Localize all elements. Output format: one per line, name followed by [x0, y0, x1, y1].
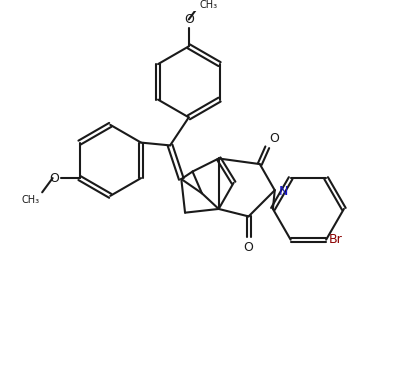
Text: CH₃: CH₃: [21, 195, 39, 205]
Text: O: O: [269, 132, 279, 146]
Text: O: O: [184, 13, 194, 26]
Text: CH₃: CH₃: [199, 0, 217, 10]
Text: O: O: [49, 172, 59, 185]
Text: O: O: [244, 242, 254, 254]
Text: Br: Br: [329, 233, 343, 246]
Text: N: N: [279, 185, 289, 198]
